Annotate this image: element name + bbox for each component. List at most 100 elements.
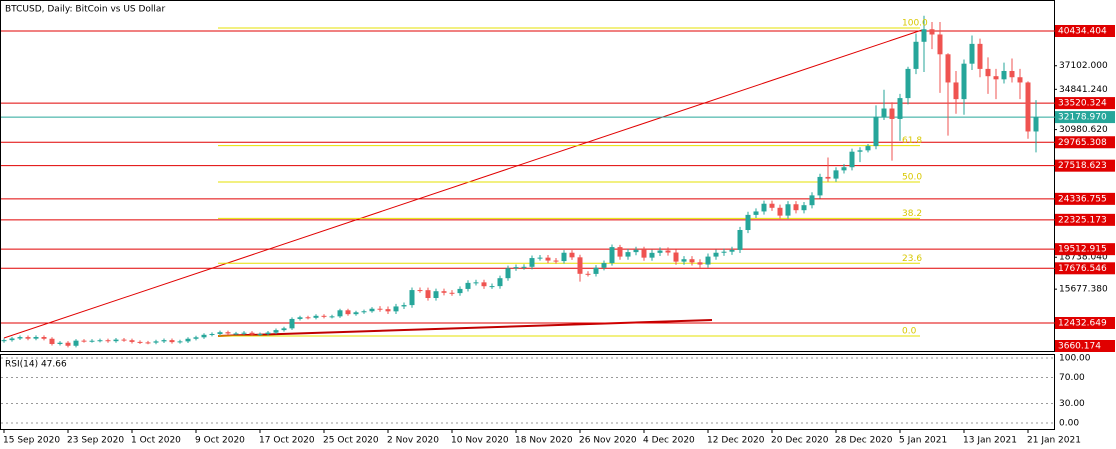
y-tick-label: 37102.000 — [1059, 61, 1108, 71]
candle-body — [473, 282, 479, 284]
candle-body — [369, 308, 375, 312]
price-label-box — [1055, 136, 1115, 149]
candle-body — [865, 146, 871, 151]
candle-body — [777, 207, 783, 216]
candle-body — [945, 54, 951, 83]
price-label: 22325.173 — [1058, 215, 1107, 225]
price-label: 24336.755 — [1058, 194, 1107, 204]
price-label-box — [1055, 316, 1115, 329]
candle-body — [225, 332, 231, 334]
price-label-box — [1055, 340, 1115, 352]
x-tick-label: 28 Dec 2020 — [835, 436, 893, 446]
candle-body — [57, 342, 63, 344]
x-tick-label: 5 Jan 2021 — [899, 436, 947, 446]
x-tick-label: 4 Dec 2020 — [643, 436, 695, 446]
candle-body — [265, 332, 271, 335]
y-tick-label: 18738.040 — [1059, 253, 1108, 263]
x-tick-label: 21 Jan 2021 — [1027, 436, 1081, 446]
price-label-box — [1055, 243, 1115, 256]
candle-body — [937, 34, 943, 55]
candle-body — [609, 247, 615, 264]
fib-label: 23.6 — [902, 254, 922, 264]
price-label: 27518.623 — [1058, 161, 1107, 171]
rsi-tick-label: 70.00 — [1059, 373, 1085, 383]
candle-body — [217, 332, 223, 334]
x-tick-label: 23 Sep 2020 — [67, 436, 124, 446]
candle-body — [449, 292, 455, 294]
candle-body — [1025, 82, 1031, 132]
price-label-box — [1055, 111, 1115, 124]
candle-body — [993, 76, 999, 80]
candle-body — [201, 334, 207, 338]
fib-label: 38.2 — [902, 209, 922, 219]
candle-body — [145, 342, 151, 344]
candle-body — [713, 252, 719, 257]
candle-body — [905, 68, 911, 99]
rsi-tick-label: 0.00 — [1059, 419, 1079, 429]
x-tick-label: 20 Dec 2020 — [771, 436, 829, 446]
candle-body — [841, 167, 847, 171]
candle-body — [545, 257, 551, 261]
price-label-box — [1055, 213, 1115, 226]
price-label: 12432.649 — [1058, 318, 1107, 328]
price-label: 29765.308 — [1058, 138, 1107, 148]
candle-body — [689, 259, 695, 263]
candle-body — [385, 309, 391, 312]
candle-body — [561, 252, 567, 262]
x-tick-label: 9 Oct 2020 — [195, 436, 245, 446]
x-tick-label: 2 Nov 2020 — [387, 436, 439, 446]
x-tick-label: 10 Nov 2020 — [451, 436, 509, 446]
candle-body — [633, 249, 639, 253]
candle-body — [881, 108, 887, 117]
candle-body — [9, 338, 15, 341]
candle-body — [593, 267, 599, 274]
candle-body — [377, 308, 383, 310]
candle-body — [17, 337, 23, 339]
candle-body — [1017, 77, 1023, 83]
price-panel — [0, 0, 1055, 352]
candle-body — [729, 249, 735, 252]
candle-body — [65, 342, 71, 346]
price-label-box — [1055, 97, 1115, 110]
candle-body — [529, 258, 535, 267]
candle-body — [321, 315, 327, 317]
price-label-box — [1055, 192, 1115, 205]
x-tick-label: 25 Oct 2020 — [323, 436, 379, 446]
candle-body — [537, 257, 543, 259]
candle-body — [585, 273, 591, 275]
x-tick-label: 15 Sep 2020 — [3, 436, 60, 446]
candle-body — [289, 318, 295, 329]
candle-body — [761, 203, 767, 212]
candle-body — [513, 267, 519, 269]
candle-body — [721, 251, 727, 253]
candle-body — [129, 340, 135, 342]
x-tick-label: 13 Jan 2021 — [963, 436, 1017, 446]
candle-body — [193, 337, 199, 339]
candle-body — [929, 29, 935, 35]
candle-body — [873, 116, 879, 147]
candle-body — [617, 247, 623, 257]
candle-body — [833, 170, 839, 179]
candle-body — [961, 63, 967, 100]
candle-body — [753, 211, 759, 215]
candle-body — [745, 214, 751, 231]
rsi-tick-label: 100.00 — [1059, 354, 1091, 364]
candle-body — [801, 205, 807, 211]
candle-body — [33, 336, 39, 339]
candle-body — [281, 328, 287, 331]
candle-body — [681, 259, 687, 262]
price-label: 40434.404 — [1058, 26, 1107, 36]
candle-body — [337, 310, 343, 317]
candle-body — [697, 262, 703, 265]
y-tick-label: 34841.240 — [1059, 85, 1108, 95]
candle-body — [977, 43, 983, 69]
x-tick-label: 26 Nov 2020 — [579, 436, 637, 446]
candle-body — [345, 310, 351, 315]
candle-body — [889, 108, 895, 119]
candle-body — [489, 286, 495, 288]
candle-body — [809, 195, 815, 206]
candle-body — [297, 317, 303, 319]
chart-title: BTCUSD, Daily: BitCoin vs US Dollar — [5, 5, 165, 15]
candle-body — [433, 291, 439, 298]
candle-body — [329, 316, 335, 318]
